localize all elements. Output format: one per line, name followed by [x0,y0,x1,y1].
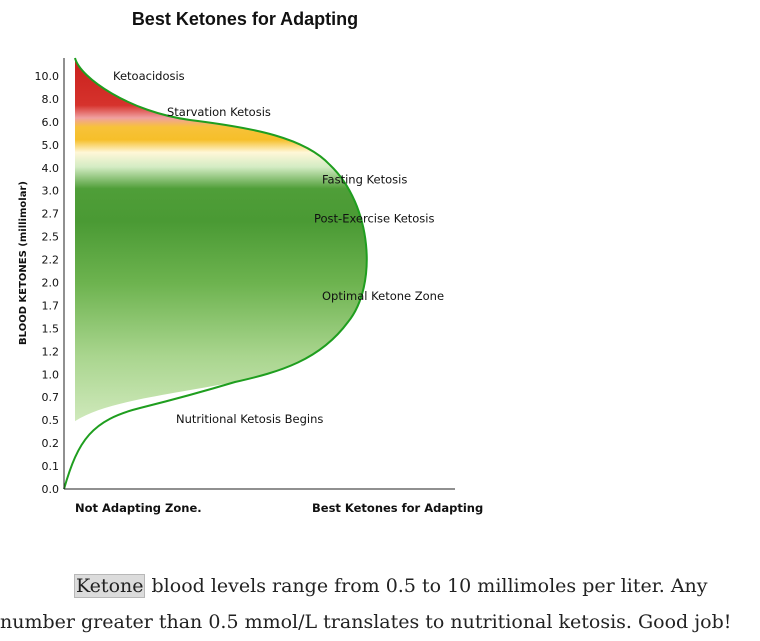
ketone-chart: Best Ketones for Adapting 0.00.10.20.50.… [18,9,483,515]
y-tick-2-2: 2.2 [42,254,60,267]
ketone-zone-area [63,57,368,490]
zone-label-starvation-ketosis: Starvation Ketosis [167,105,271,119]
y-axis-label: BLOOD KETONES (millimolar) [18,181,29,345]
y-tick-2-5: 2.5 [42,231,60,244]
y-tick-2-0: 2.0 [42,277,60,290]
y-tick-8-0: 8.0 [42,93,60,106]
caption-line-2: number greater than 0.5 mmol/L translate… [0,611,732,633]
y-tick-1-5: 1.5 [42,322,60,335]
y-tick-10-0: 10.0 [35,70,60,83]
zone-labels: Ketoacidosis Starvation Ketosis Fasting Ke… [113,69,444,426]
y-tick-labels: 0.0 0.1 0.2 0.5 0.7 1.0 1.2 1.5 1.7 2.0 2.2 2.5 2.7 3… [35,70,60,496]
ketone-curve [63,57,368,490]
zone-label-optimal-ketone-zone: Optimal Ketone Zone [322,289,444,303]
y-tick-1-2: 1.2 [42,345,60,358]
zone-label-nutritional-ketosis-begins: Nutritional Ketosis Begins [176,412,323,426]
y-tick-1-0: 1.0 [42,368,60,381]
y-tick-3-0: 3.0 [42,185,60,198]
y-tick-1-7: 1.7 [42,299,60,312]
caption-line-1: Ketone blood levels range from 0.5 to 10… [0,568,760,604]
y-tick-2-7: 2.7 [42,208,60,221]
y-tick-5-0: 5.0 [42,139,60,152]
x-category-not-adapting: Not Adapting Zone. [75,501,202,515]
caption: Ketone blood levels range from 0.5 to 10… [0,568,760,640]
zone-label-fasting-ketosis: Fasting Ketosis [322,172,407,186]
y-tick-0-1: 0.1 [42,460,60,473]
caption-line-1-rest: blood levels range from 0.5 to 10 millim… [145,575,708,597]
y-tick-0-5: 0.5 [42,414,60,427]
zone-label-ketoacidosis: Ketoacidosis [113,69,185,83]
y-tick-0-0: 0.0 [42,483,60,496]
zone-label-post-exercise-ketosis: Post-Exercise Ketosis [314,212,435,226]
zone-gradient-fill [75,58,367,422]
y-tick-4-0: 4.0 [42,162,60,175]
y-tick-6-0: 6.0 [42,116,60,129]
y-tick-0-7: 0.7 [42,391,60,404]
y-tick-0-2: 0.2 [42,437,60,450]
x-category-best-ketones: Best Ketones for Adapting [312,501,483,515]
highlighted-word: Ketone [74,574,146,598]
chart-title: Best Ketones for Adapting [132,9,358,29]
